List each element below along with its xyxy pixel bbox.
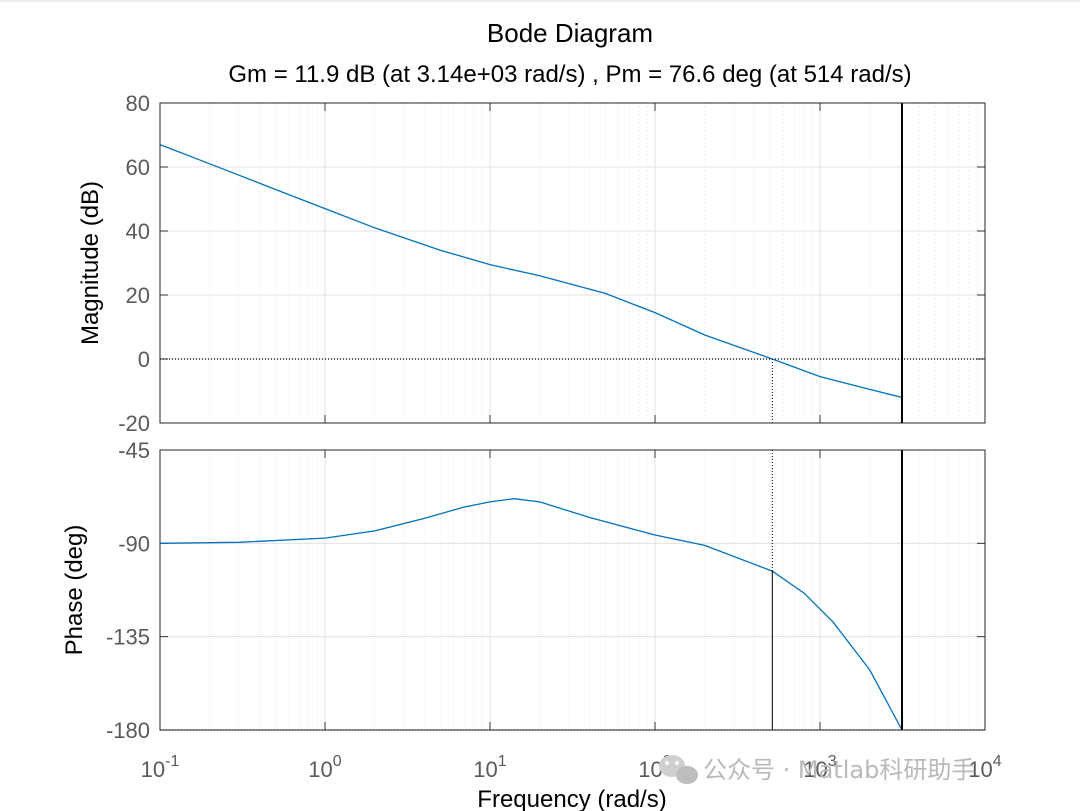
plot-frame — [159, 102, 986, 424]
plot-frame — [159, 449, 986, 731]
response-line — [159, 498, 903, 731]
x-tick-label: 103 — [803, 753, 836, 782]
chart-subtitle: Gm = 11.9 dB (at 3.14e+03 rad/s) , Pm = … — [228, 61, 911, 88]
y-tick-label: 20 — [126, 283, 150, 308]
phase-panel: -45 -90 -135 -180 — [106, 438, 986, 743]
watermark: 公众号 · Matlab科研助手 — [659, 755, 975, 784]
wechat-icon — [659, 755, 698, 784]
phase-axis-label: Phase (deg) — [61, 525, 88, 656]
y-tick-label: -20 — [118, 411, 150, 436]
plot-area — [160, 103, 985, 423]
magnitude-panel: 80 60 40 20 0 -20 — [118, 91, 986, 436]
x-tick-label: 101 — [473, 753, 506, 782]
frequency-axis: 10-1100101102103104 — [141, 753, 1002, 782]
x-tick-label: 10-1 — [141, 753, 180, 782]
y-tick-label: 0 — [138, 347, 150, 372]
y-tick-label: 40 — [126, 219, 150, 244]
response-line — [159, 143, 903, 399]
y-tick-label: 80 — [126, 91, 150, 116]
x-tick-label: 104 — [968, 753, 1001, 782]
plot-area — [160, 450, 985, 730]
frequency-axis-label: Frequency (rad/s) — [477, 786, 666, 811]
y-tick-label: -90 — [118, 531, 150, 556]
y-tick-label: 60 — [126, 155, 150, 180]
y-tick-label: -180 — [106, 718, 150, 743]
watermark-text: 公众号 · Matlab科研助手 — [703, 756, 975, 784]
y-tick-label: -135 — [106, 625, 150, 650]
y-tick-label: -45 — [118, 438, 150, 463]
x-tick-label: 100 — [308, 753, 341, 782]
magnitude-axis-label: Magnitude (dB) — [77, 181, 104, 345]
chart-title: Bode Diagram — [487, 18, 653, 48]
